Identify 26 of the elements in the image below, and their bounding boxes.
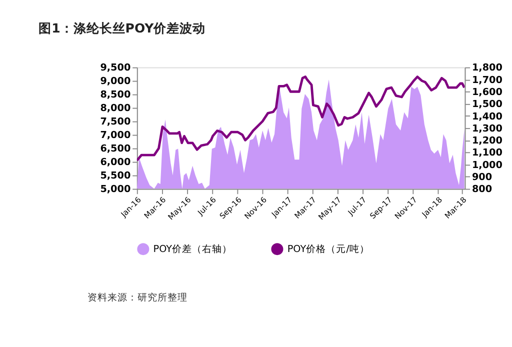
text: 资料来源：研究所整理 — [88, 292, 188, 304]
y2-tick-label: 1,500 — [472, 99, 503, 110]
y-tick-label: 9,000 — [100, 76, 131, 88]
y-tick-label: 6,000 — [100, 157, 131, 168]
y-tick-label: 5,500 — [100, 170, 131, 182]
y2-tick-label: 1,300 — [472, 123, 503, 134]
y-tick-label: 6,500 — [100, 144, 131, 155]
chart-title: 图1：涤纶长丝POY价差波动 — [38, 20, 206, 36]
legend-label: POY价差（右轴） — [153, 242, 232, 255]
y2-tick-label: 1,600 — [472, 86, 503, 98]
y-tick-label: 7,000 — [100, 130, 131, 142]
line-series — [136, 76, 465, 162]
y2-tick-label: 1,700 — [472, 74, 503, 86]
y-tick-label: 8,500 — [100, 90, 131, 101]
y2-tick-label: 1,100 — [472, 148, 503, 159]
y-tick-label: 5,000 — [100, 184, 131, 196]
y2-tick-label: 800 — [472, 184, 492, 196]
y-tick-label: 8,000 — [100, 103, 131, 114]
y2-tick-label: 1,800 — [472, 62, 503, 74]
legend-label: POY价格（元/吨） — [287, 242, 370, 255]
y2-tick-label: 1,000 — [472, 160, 503, 171]
y2-tick-label: 1,200 — [472, 136, 503, 147]
y2-tick-label: 1,400 — [472, 111, 503, 122]
y2-tick-label: 900 — [472, 172, 492, 184]
y-tick-label: 7,500 — [100, 116, 131, 128]
y-tick-label: 9,500 — [100, 62, 131, 74]
